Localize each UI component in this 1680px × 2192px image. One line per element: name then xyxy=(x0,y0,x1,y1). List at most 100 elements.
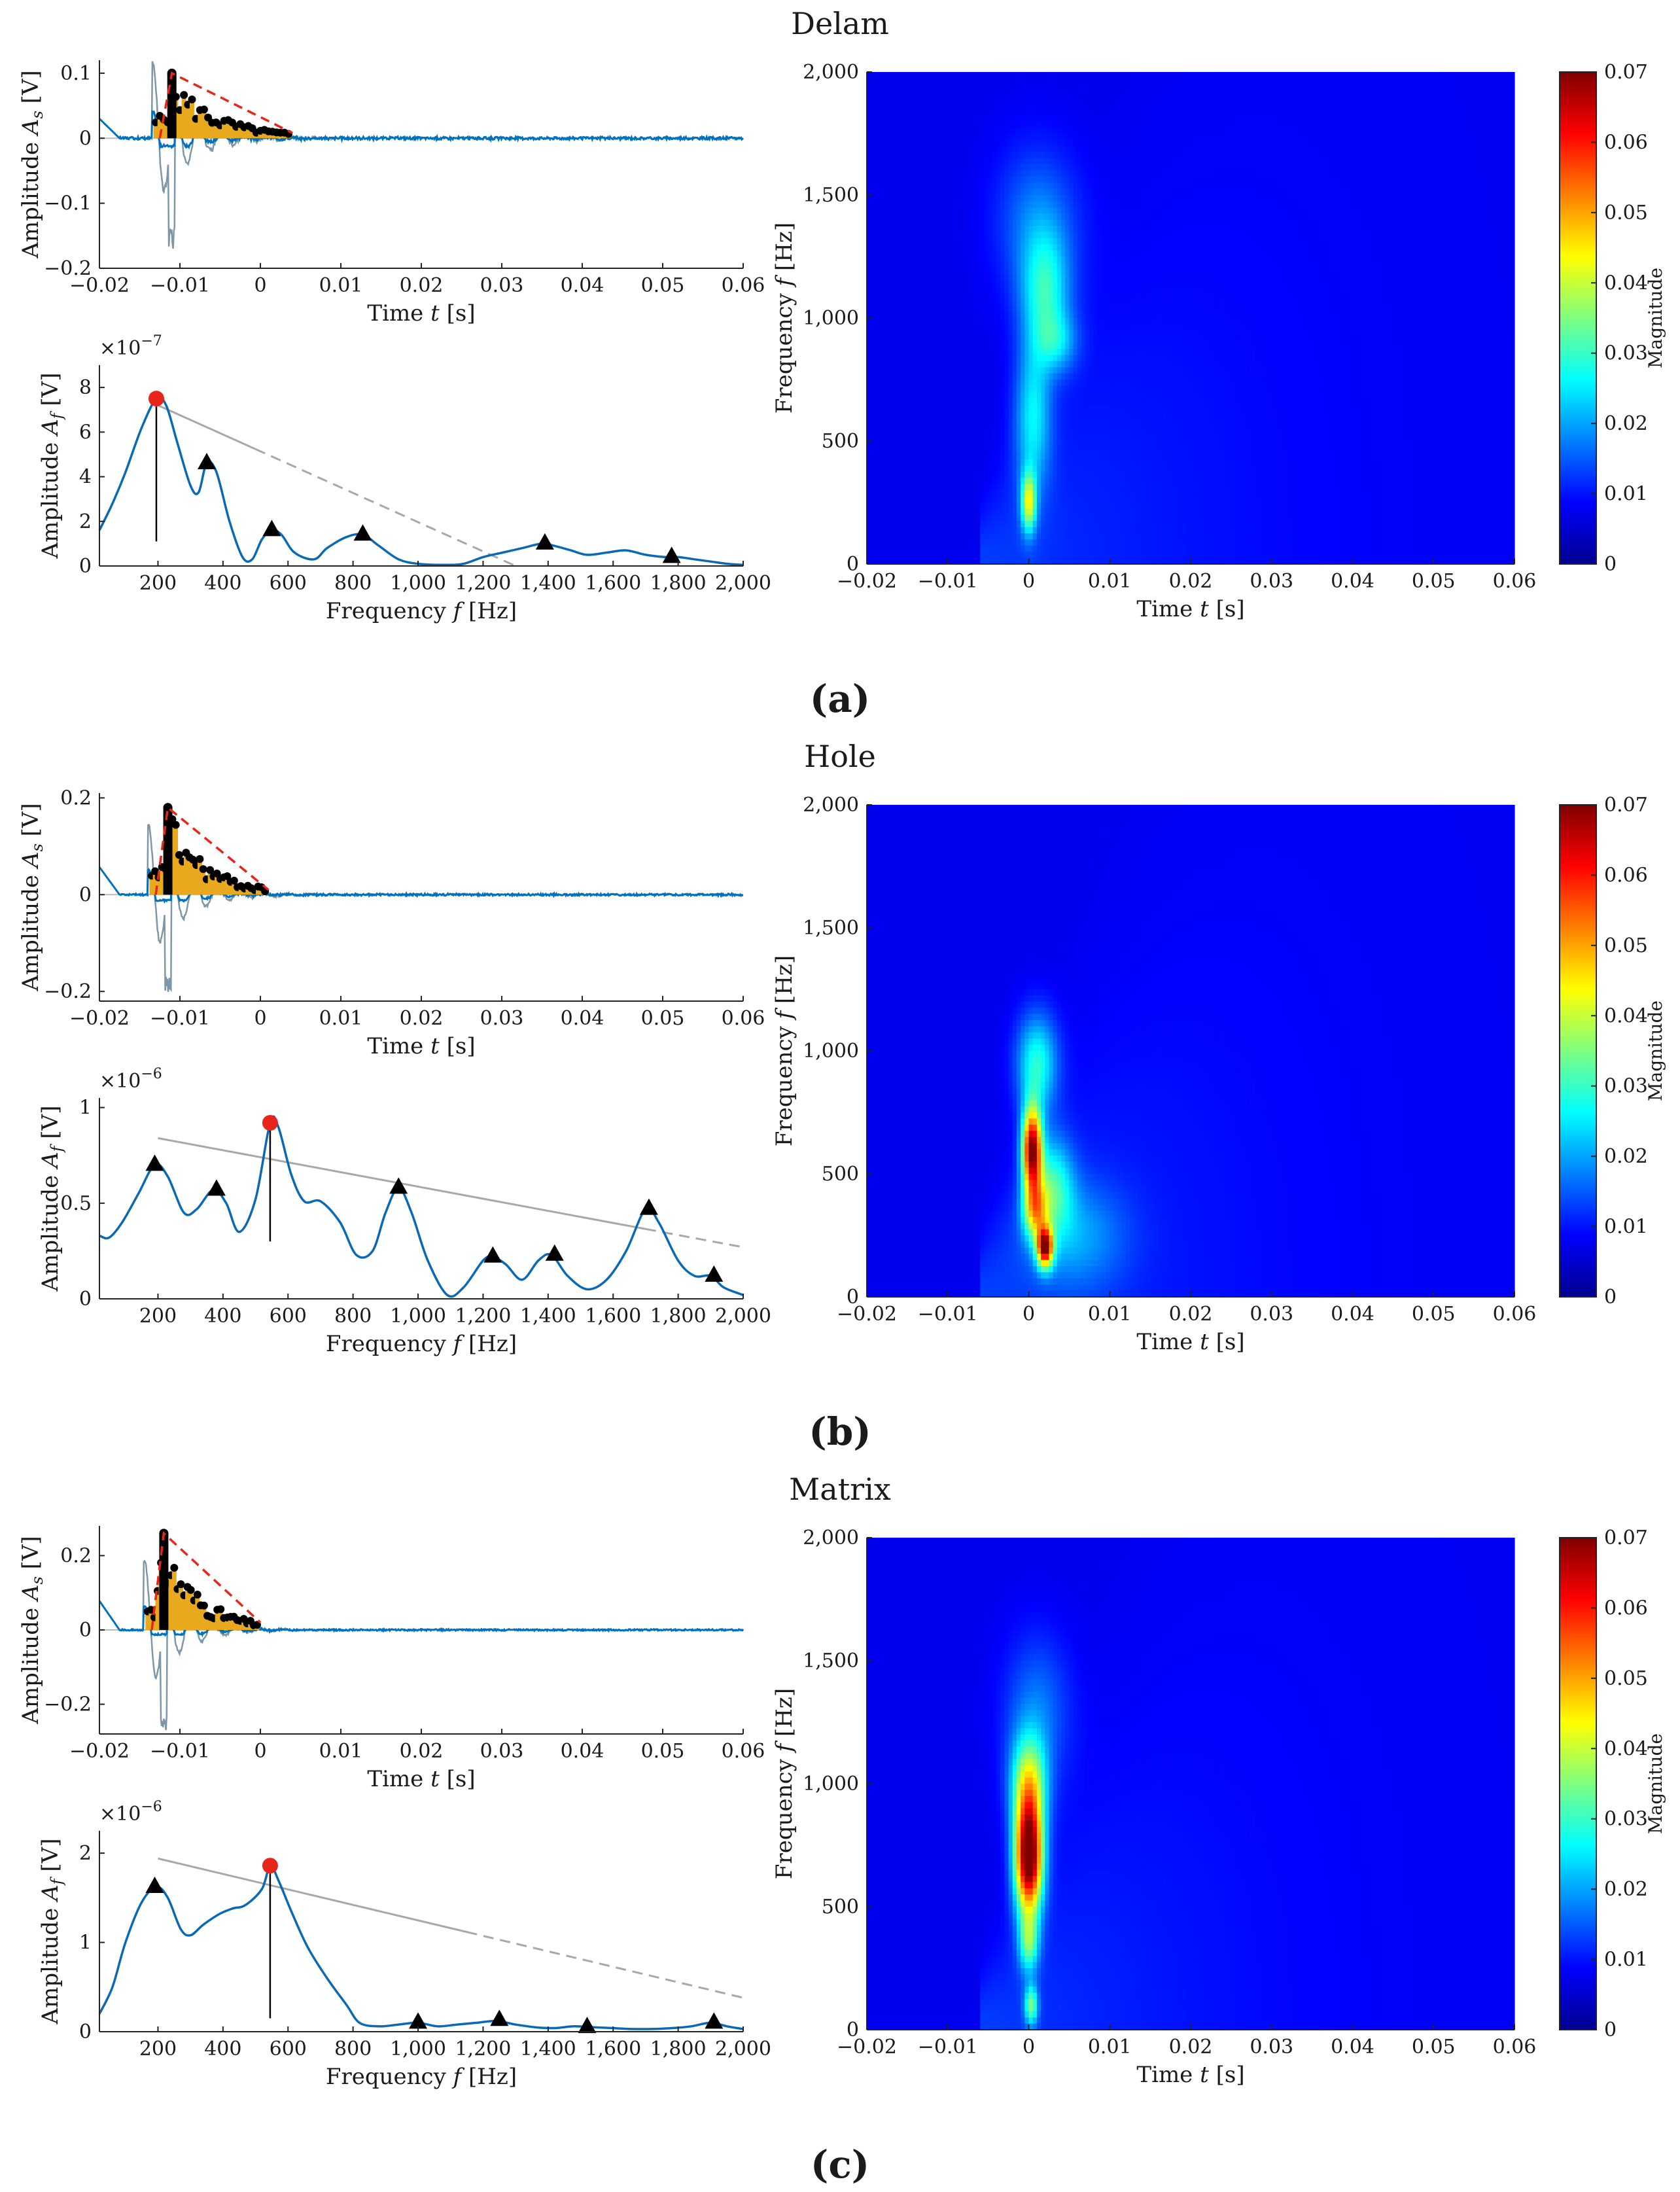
colorbar-tick-label: 0.06 xyxy=(1604,131,1648,154)
y-axis-label: Amplitude As [V] xyxy=(18,1536,46,1724)
y-tick-label: 500 xyxy=(822,1896,859,1918)
x-tick-label: 0.05 xyxy=(1412,1303,1456,1326)
colorbar-tick-label: 0.04 xyxy=(1604,1004,1648,1027)
x-tick-label: −0.02 xyxy=(837,2036,897,2059)
x-axis-label: Time t [s] xyxy=(367,300,475,327)
x-tick-label: 0.03 xyxy=(1250,2036,1293,2059)
panel-sublabel: (b) xyxy=(809,1409,871,1454)
colorbar-tick-label: 0.04 xyxy=(1604,272,1648,294)
colorbar-tick-label: 0.04 xyxy=(1604,1737,1648,1760)
x-tick-label: 400 xyxy=(204,1305,241,1328)
colorbar-tick-label: 0.02 xyxy=(1604,412,1648,435)
x-tick-label: 0 xyxy=(1023,2036,1035,2059)
x-tick-label: 200 xyxy=(139,2038,177,2060)
plot-area xyxy=(99,365,743,566)
x-tick-label: 600 xyxy=(270,572,307,595)
colorbar-label: Magnitude xyxy=(1645,1733,1666,1834)
colorbar-tick-label: 0.01 xyxy=(1604,1949,1648,1971)
x-tick-label: 800 xyxy=(334,1305,372,1328)
x-tick-label: 1,200 xyxy=(455,2038,511,2060)
x-tick-label: 0 xyxy=(1023,570,1035,593)
y-tick-label: 0 xyxy=(847,2019,859,2042)
x-tick-label: 0.04 xyxy=(1331,570,1374,593)
x-tick-label: 200 xyxy=(139,572,177,595)
colorbar-tick-label: 0.01 xyxy=(1604,483,1648,506)
x-tick-label: 0.05 xyxy=(641,274,685,297)
x-tick-label: −0.01 xyxy=(918,1303,978,1326)
x-tick-label: −0.01 xyxy=(150,1007,210,1030)
spectrogram-image xyxy=(867,805,1515,1298)
y-tick-label: −0.2 xyxy=(44,257,92,280)
colorbar-tick-label: 0.07 xyxy=(1604,1527,1648,1549)
x-tick-label: 800 xyxy=(334,572,372,595)
y-tick-label: 0.2 xyxy=(60,787,92,809)
x-axis-label: Time t [s] xyxy=(1136,2062,1244,2088)
x-tick-label: 1,600 xyxy=(585,572,641,595)
colorbar-tick-label: 0 xyxy=(1604,553,1617,576)
envelope-peak-dot xyxy=(194,1591,201,1599)
x-tick-label: 0.02 xyxy=(400,274,444,297)
x-tick-label: 2,000 xyxy=(715,572,771,595)
plot-area xyxy=(99,60,743,268)
y-axis-label: Amplitude Af [V] xyxy=(37,1106,66,1292)
x-tick-label: 1,800 xyxy=(650,2038,707,2060)
x-tick-label: 0.03 xyxy=(480,1740,524,1763)
x-axis-label: Frequency f [Hz] xyxy=(326,2064,517,2090)
y-tick-label: 1,500 xyxy=(803,917,859,940)
y-tick-label: 0 xyxy=(79,1288,92,1311)
colorbar-tick-label: 0 xyxy=(1604,2019,1617,2042)
x-tick-label: 1,400 xyxy=(520,572,576,595)
x-tick-label: 0.02 xyxy=(1169,2036,1213,2059)
y-axis-label: Frequency f [Hz] xyxy=(771,1688,797,1879)
x-tick-label: 200 xyxy=(139,1305,177,1328)
envelope-peak-dot xyxy=(180,91,188,99)
y-tick-label: 1,500 xyxy=(803,1650,859,1672)
y-tick-label: 8 xyxy=(79,376,92,399)
x-axis-label: Time t [s] xyxy=(1136,596,1244,622)
y-tick-label: 2,000 xyxy=(803,1527,859,1549)
x-tick-label: 0.04 xyxy=(1331,2036,1374,2059)
panel-sublabel: (c) xyxy=(811,2142,869,2187)
frequency-spectrum-plot: 200 400 600 800 1,000 1,200 1,400 1,600 1,800 2,0… xyxy=(37,1066,771,1357)
x-tick-label: 600 xyxy=(270,1305,307,1328)
x-tick-label: 0.04 xyxy=(561,1007,604,1030)
y-tick-label: 4 xyxy=(79,466,92,489)
x-tick-label: 0.04 xyxy=(561,1740,604,1763)
time-domain-plot: −0.02 −0.01 0 0.01 0.02 0.03 0.04 0.05 0.060.20−… xyxy=(18,1526,765,1792)
spectrogram-plot: −0.02 −0.01 0 0.01 0.02 0.03 0.04 0.05 0.0605001… xyxy=(771,61,1666,622)
x-tick-label: 0.02 xyxy=(1169,1303,1213,1326)
panel-c: Matrix(c)−0.02 −0.01 0 0.01 0.02 0.03 0.04 0.05… xyxy=(18,1472,1666,2187)
x-tick-label: −0.01 xyxy=(918,2036,978,2059)
frequency-spectrum-plot: 200 400 600 800 1,000 1,200 1,400 1,600 1,800 2,0… xyxy=(37,333,771,624)
colorbar-tick-label: 0.02 xyxy=(1604,1145,1648,1168)
axis-exponent: ×10−6 xyxy=(99,1066,162,1093)
x-tick-label: 0.04 xyxy=(561,274,604,297)
y-tick-label: 1,000 xyxy=(803,1773,859,1795)
x-tick-label: 1,000 xyxy=(390,2038,446,2060)
envelope-peak-dot xyxy=(200,865,207,873)
colorbar-gradient xyxy=(1560,805,1596,1297)
x-tick-label: 0.06 xyxy=(1493,2036,1537,2059)
envelope-peak-dot xyxy=(196,855,203,863)
y-tick-label: 2 xyxy=(79,1842,92,1865)
colorbar-tick-label: 0.07 xyxy=(1604,61,1648,84)
x-tick-label: 0.03 xyxy=(1250,570,1293,593)
x-tick-label: 1,600 xyxy=(585,1305,641,1328)
y-tick-label: 500 xyxy=(822,1163,859,1186)
axis-exponent: ×10−6 xyxy=(99,1799,162,1826)
plot-area xyxy=(99,1098,743,1299)
y-tick-label: 1,500 xyxy=(803,184,859,207)
y-tick-label: 1 xyxy=(79,1932,92,1954)
x-tick-label: 2,000 xyxy=(715,2038,771,2060)
x-tick-label: 0.02 xyxy=(1169,570,1213,593)
y-tick-label: 0.1 xyxy=(60,62,92,85)
x-tick-label: 0.01 xyxy=(1088,570,1132,593)
axis-exponent: ×10−7 xyxy=(99,333,162,360)
x-tick-label: −0.01 xyxy=(150,1740,210,1763)
spectrogram-plot: −0.02 −0.01 0 0.01 0.02 0.03 0.04 0.05 0.0605001… xyxy=(771,794,1666,1355)
x-tick-label: −0.02 xyxy=(837,1303,897,1326)
main-spike xyxy=(167,73,177,138)
